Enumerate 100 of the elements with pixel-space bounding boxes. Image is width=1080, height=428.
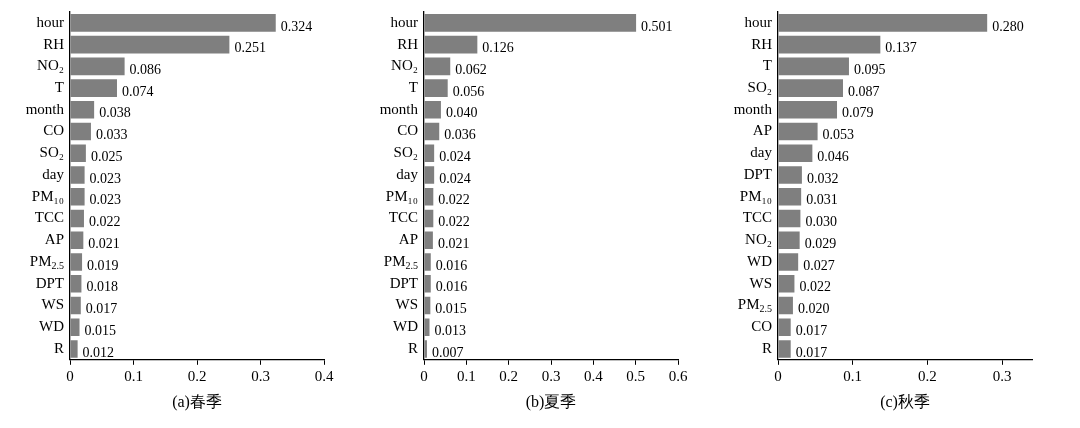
y-tick-label: CO [397, 122, 419, 139]
y-tick-label: RH [397, 35, 419, 52]
bar [778, 340, 791, 358]
bar [70, 101, 95, 119]
y-tick-label: NO₂ [745, 231, 773, 248]
data-label: 0.046 [817, 148, 849, 164]
data-label: 0.126 [482, 40, 514, 56]
y-tick-label: WS [749, 274, 772, 291]
bar [70, 166, 85, 184]
bar [778, 14, 988, 32]
bar [70, 231, 84, 250]
x-tick-label: 0.1 [456, 367, 476, 384]
y-tick-label: TCC [34, 209, 65, 226]
bar [778, 166, 802, 184]
bar [70, 35, 230, 54]
bar [424, 57, 451, 76]
data-label: 0.056 [452, 83, 485, 99]
bar [424, 122, 440, 141]
bar [70, 14, 276, 32]
data-label: 0.095 [853, 62, 886, 78]
bar [70, 79, 117, 97]
x-tick-label: 0.1 [843, 367, 863, 384]
y-tick-label: AP [752, 122, 773, 139]
y-tick-label: WD [39, 318, 65, 335]
data-label: 0.501 [641, 18, 673, 34]
data-label: 0.016 [435, 257, 468, 273]
y-tick-label: PM₁₀ [739, 187, 772, 204]
y-tick-label: PM₁₀ [31, 187, 64, 204]
data-label: 0.036 [444, 127, 476, 143]
y-tick-label: DPT [743, 165, 773, 182]
y-tick-label: R [408, 339, 419, 356]
y-tick-label: AP [398, 231, 419, 248]
y-tick-label: hour [36, 13, 64, 30]
data-label: 0.040 [445, 105, 478, 121]
bar [778, 122, 818, 141]
data-label: 0.013 [434, 322, 466, 338]
x-tick-label: 0.3 [541, 367, 561, 384]
data-label: 0.079 [842, 105, 874, 121]
x-tick-label: 0.5 [626, 367, 646, 384]
y-tick-label: R [54, 339, 65, 356]
y-tick-label: hour [390, 13, 418, 30]
data-label: 0.018 [86, 279, 118, 295]
bar [70, 274, 82, 293]
x-tick-label: 0.1 [124, 367, 143, 384]
data-label: 0.251 [234, 40, 266, 56]
y-tick-label: hour [744, 13, 772, 30]
x-tick-label: 0.6 [668, 367, 688, 384]
y-tick-label: CO [751, 318, 773, 335]
data-label: 0.017 [85, 301, 118, 317]
data-label: 0.024 [439, 170, 471, 186]
y-tick-label: AP [44, 231, 65, 248]
data-label: 0.038 [99, 105, 131, 121]
bar [70, 57, 125, 76]
y-tick-label: WS [395, 296, 418, 313]
data-label: 0.016 [435, 279, 468, 295]
data-label: 0.031 [806, 192, 838, 208]
data-label: 0.029 [804, 235, 837, 251]
data-label: 0.022 [88, 214, 121, 230]
x-tick-label: 0.2 [499, 367, 519, 384]
data-label: 0.015 [84, 322, 117, 338]
bar [778, 101, 838, 119]
data-label: 0.017 [795, 322, 828, 338]
data-label: 0.007 [431, 344, 464, 360]
bar [778, 274, 795, 293]
y-tick-label: T [54, 79, 65, 96]
data-label: 0.137 [885, 40, 917, 56]
bar [70, 209, 84, 228]
bar [778, 296, 793, 315]
x-tick-label: 0.4 [583, 367, 604, 384]
x-axis-title: (b)夏季 [525, 392, 577, 411]
y-tick-label: DPT [389, 274, 419, 291]
bar [424, 318, 430, 336]
y-tick-label: NO₂ [391, 57, 419, 74]
y-tick-label: WS [41, 296, 64, 313]
bar [424, 274, 431, 293]
x-tick-label: 0 [774, 367, 782, 384]
bar [70, 144, 86, 163]
bar [778, 209, 801, 228]
x-tick-label: 0.3 [992, 367, 1012, 384]
y-tick-label: day [396, 165, 419, 182]
y-tick-label: SO₂ [393, 144, 418, 161]
data-label: 0.280 [992, 18, 1024, 34]
data-label: 0.027 [803, 257, 835, 273]
data-label: 0.023 [89, 170, 122, 186]
y-tick-label: SO₂ [39, 144, 64, 161]
bar [778, 318, 791, 336]
bar [778, 231, 800, 250]
x-tick-label: 0 [420, 367, 428, 384]
data-label: 0.020 [797, 301, 830, 317]
bar [424, 166, 435, 184]
x-axis-title: (c)秋季 [880, 392, 930, 411]
data-label: 0.087 [847, 83, 880, 99]
y-tick-label: day [42, 165, 65, 182]
y-tick-label: CO [43, 122, 65, 139]
data-label: 0.074 [121, 83, 154, 99]
y-tick-label: T [762, 57, 773, 74]
data-label: 0.022 [438, 214, 470, 230]
data-label: 0.324 [280, 18, 313, 34]
y-tick-label: RH [751, 35, 773, 52]
bar [424, 79, 448, 97]
